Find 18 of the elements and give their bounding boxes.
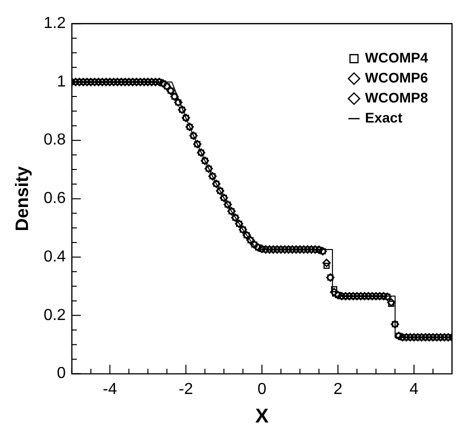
x-axis-title: X [255, 406, 270, 428]
x-tick-label: -2 [178, 380, 194, 398]
y-tick-label: 0.4 [44, 248, 66, 266]
x-tick-label: 4 [410, 380, 419, 398]
y-tick-label: 1 [56, 73, 66, 90]
y-tick-label: 0 [56, 365, 66, 382]
legend-label: Exact [365, 109, 403, 126]
y-axis-title: Density [12, 166, 32, 232]
x-tick-label: -4 [102, 380, 118, 398]
y-tick-label: 0.6 [44, 190, 66, 208]
legend-label: WCOMP8 [365, 89, 428, 106]
y-tick-label: 1.2 [44, 15, 66, 32]
x-tick-label: 0 [257, 380, 266, 398]
x-tick-label: 2 [334, 380, 342, 398]
legend-label: WCOMP6 [365, 69, 428, 86]
y-tick-label: 0.8 [44, 132, 66, 149]
legend-label: WCOMP4 [365, 49, 428, 66]
y-tick-label: 0.2 [44, 306, 66, 324]
